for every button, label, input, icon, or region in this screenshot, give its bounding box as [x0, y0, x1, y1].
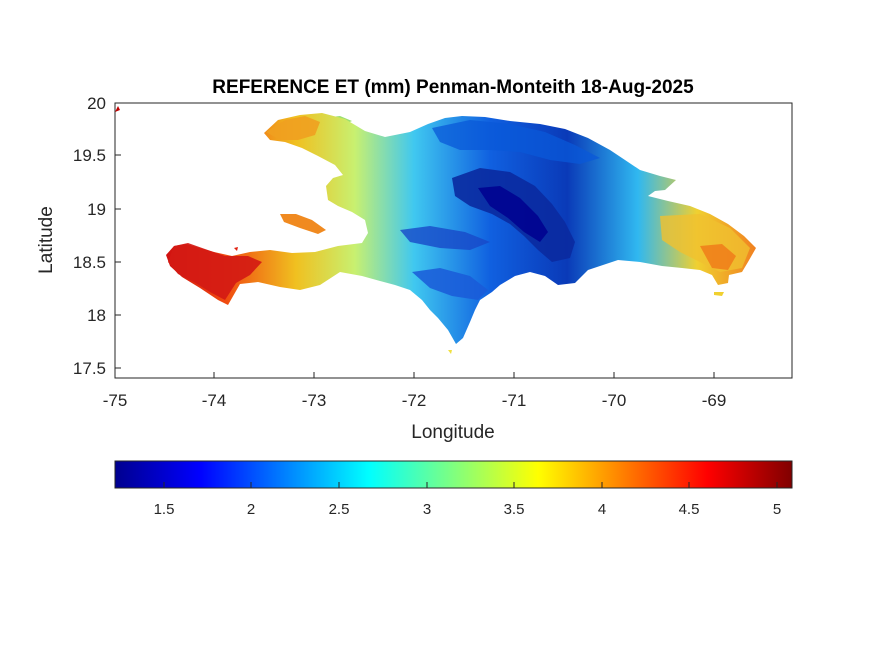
x-axis-label: Longitude [411, 422, 494, 443]
chart-title: REFERENCE ET (mm) Penman-Monteith 18-Aug… [212, 77, 694, 98]
y-axis: 20 19.5 19 18.5 18 17.5 Latitude [36, 94, 121, 378]
colorbar-tick-label: 4 [598, 501, 606, 518]
y-axis-label: Latitude [36, 206, 57, 274]
y-tick-label: 19.5 [73, 146, 106, 165]
small-islet-west [234, 247, 238, 251]
x-tick-label: -74 [202, 391, 227, 410]
y-tick-label: 18.5 [73, 253, 106, 272]
colorbar-gradient [114, 460, 793, 489]
x-tick-label: -75 [103, 391, 128, 410]
hispaniola-landmass [166, 113, 756, 344]
beata-islet [448, 350, 452, 354]
x-tick-label: -73 [302, 391, 327, 410]
colorbar: 1.5 2 2.5 3 3.5 4 4.5 5 [114, 460, 793, 518]
x-tick-label: -72 [402, 391, 427, 410]
y-tick-label: 17.5 [73, 359, 106, 378]
tiburon-peninsula [168, 243, 262, 300]
southern-sierra [412, 268, 488, 300]
colorbar-tick-label: 1.5 [154, 501, 175, 518]
colorbar-tick-label: 2.5 [329, 501, 350, 518]
colorbar-tick-label: 5 [773, 501, 781, 518]
cordillera-core [478, 186, 548, 242]
corner-speck [115, 106, 120, 112]
y-tick-label: 18 [87, 306, 106, 325]
eastern-dr-hot [700, 244, 736, 270]
x-axis: -75 -74 -73 -72 -71 -70 -69 Longitude [103, 372, 727, 443]
x-tick-label: -70 [602, 391, 627, 410]
colorbar-tick-label: 2 [247, 501, 255, 518]
x-tick-label: -71 [502, 391, 527, 410]
northern-dr [432, 120, 600, 164]
gonave-island [280, 214, 326, 234]
y-tick-label: 20 [87, 94, 106, 113]
haiti-northwest [266, 116, 320, 140]
colorbar-tick-label: 4.5 [679, 501, 700, 518]
map-data-layer [115, 106, 756, 354]
saona-island [714, 292, 724, 296]
y-tick-label: 19 [87, 200, 106, 219]
colorbar-tick-label: 3 [423, 501, 431, 518]
sierra-neiba [400, 226, 490, 250]
colorbar-tick-label: 3.5 [504, 501, 525, 518]
x-tick-label: -69 [702, 391, 727, 410]
